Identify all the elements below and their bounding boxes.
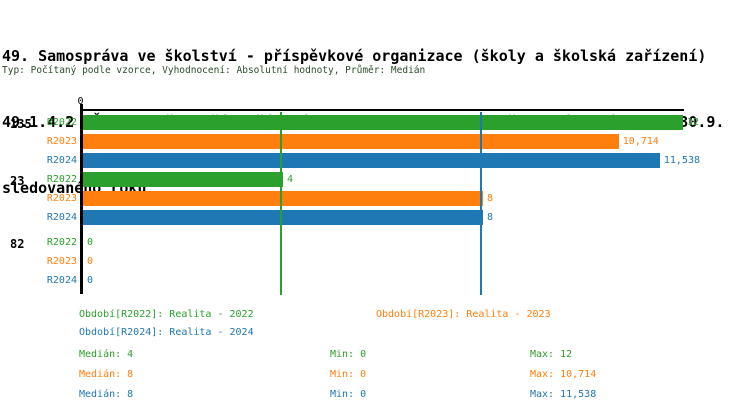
bar-value-label: 11,538 bbox=[663, 155, 701, 166]
bar bbox=[83, 210, 483, 225]
period-label: R2023 bbox=[46, 136, 77, 147]
title-line-1: 49. Samospráva ve školství - příspěvkové… bbox=[2, 47, 707, 65]
bar bbox=[83, 134, 619, 149]
bar-value-label: 4 bbox=[287, 174, 294, 185]
bar bbox=[83, 191, 483, 206]
max-value-r2024: Max: 11,538 bbox=[530, 389, 597, 400]
max-value-r2022: Max: 12 bbox=[530, 349, 573, 360]
min-value-r2023: Min: 0 bbox=[330, 369, 367, 380]
period-label: R2024 bbox=[46, 155, 77, 166]
max-value-r2023: Max: 10,714 bbox=[530, 369, 597, 380]
period-label: R2023 bbox=[46, 193, 77, 204]
bar bbox=[83, 153, 660, 168]
median-line bbox=[480, 112, 482, 295]
bar-value-label: 10,714 bbox=[622, 136, 659, 147]
median-value-r2023: Medián: 8 bbox=[79, 369, 134, 380]
period-label: R2024 bbox=[46, 275, 77, 286]
bar bbox=[83, 172, 283, 187]
median-value-r2024: Medián: 8 bbox=[79, 389, 134, 400]
bar-value-label: 8 bbox=[487, 193, 494, 204]
baseline-axis-line bbox=[80, 109, 684, 111]
median-value-r2022: Medián: 4 bbox=[79, 349, 134, 360]
chart-subtitle: Typ: Počítaný podle vzorce, Vyhodnocení:… bbox=[2, 65, 426, 76]
period-label: R2024 bbox=[46, 212, 77, 223]
median-line bbox=[280, 112, 282, 295]
group-label: 82 bbox=[10, 237, 25, 251]
value-axis-line bbox=[80, 104, 83, 294]
bar-value-label: 0 bbox=[87, 237, 94, 248]
bar bbox=[83, 115, 683, 130]
legend-item-r2022: Období[R2022]: Realita - 2022 bbox=[79, 309, 254, 320]
group-label: 135 bbox=[10, 117, 32, 131]
min-value-r2024: Min: 0 bbox=[330, 389, 367, 400]
bar-value-label: 8 bbox=[487, 212, 494, 223]
bar-value-label: 12 bbox=[687, 117, 700, 128]
period-label: R2022 bbox=[46, 237, 77, 248]
min-value-r2022: Min: 0 bbox=[330, 349, 367, 360]
period-label: R2023 bbox=[46, 256, 77, 267]
group-label: 23 bbox=[10, 174, 25, 188]
legend-item-r2024: Období[R2024]: Realita - 2024 bbox=[79, 327, 254, 338]
legend-item-r2023: Období[R2023]: Realita - 2023 bbox=[376, 309, 551, 320]
axis-origin-tick-label: 0 bbox=[77, 96, 84, 107]
period-label: R2022 bbox=[46, 117, 77, 128]
bar-value-label: 0 bbox=[87, 275, 94, 286]
bar-value-label: 0 bbox=[87, 256, 94, 267]
period-label: R2022 bbox=[46, 174, 77, 185]
